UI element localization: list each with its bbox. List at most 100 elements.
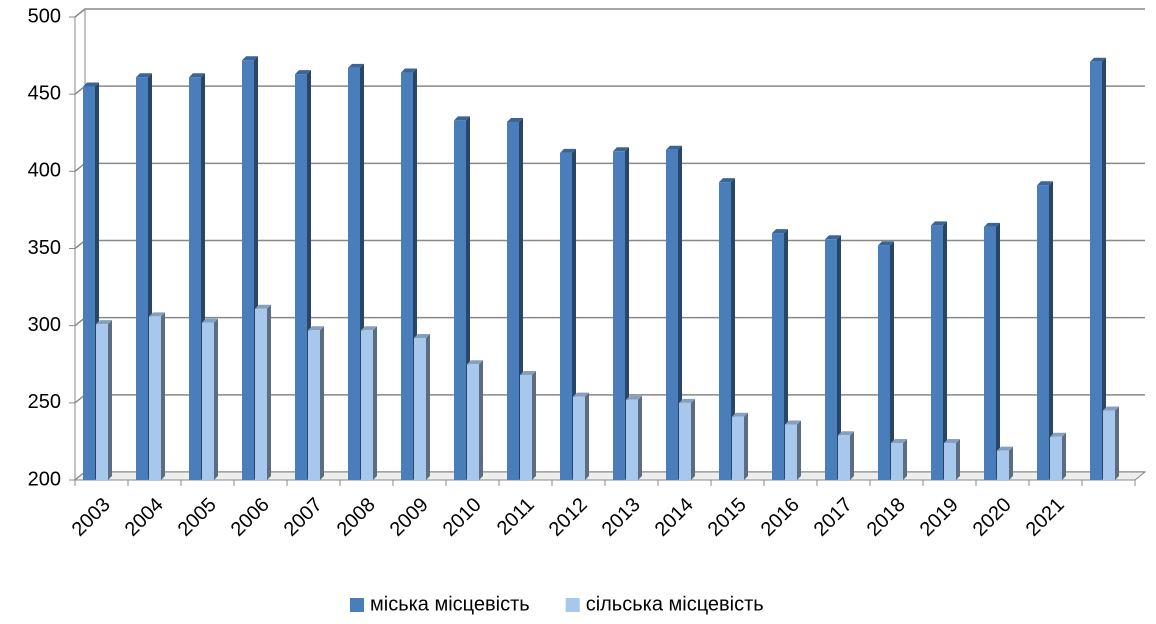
bar-top: [1103, 406, 1119, 411]
bar-side: [691, 398, 695, 480]
bar: [96, 324, 108, 480]
grid-line: [74, 8, 1145, 18]
bar-top: [96, 320, 112, 325]
bar: [838, 435, 850, 480]
x-tick-label: 2019: [916, 494, 963, 541]
y-tick-label: 200: [28, 468, 61, 490]
x-tick-label: 2006: [227, 494, 274, 541]
bar-side: [1102, 57, 1106, 481]
bar-side: [1115, 406, 1119, 480]
bar-top: [295, 70, 311, 75]
bar-top: [202, 318, 218, 323]
bar: [944, 442, 956, 480]
x-tick-label: 2010: [439, 494, 486, 541]
bar: [732, 416, 744, 480]
bar-side: [956, 438, 960, 480]
legend-swatch: [565, 598, 580, 612]
bar-side: [1049, 181, 1053, 480]
bar-top: [414, 334, 430, 339]
bar-top: [573, 392, 589, 397]
bar: [785, 424, 797, 480]
bar-side: [320, 326, 324, 480]
bar-side: [731, 178, 735, 481]
legend-label: сільська місцевість: [586, 593, 764, 615]
bar-side: [625, 147, 629, 480]
bar-side: [108, 320, 112, 480]
bar-top: [255, 304, 271, 309]
bar-top: [613, 147, 629, 152]
bar: [772, 233, 784, 480]
y-tick-label: 250: [28, 391, 61, 413]
bar-top: [997, 446, 1013, 451]
bar-top: [1050, 432, 1066, 437]
bar-top: [1090, 57, 1106, 62]
bar-top: [348, 63, 364, 68]
bar: [560, 152, 572, 480]
bar: [83, 86, 95, 480]
bar-top: [242, 56, 258, 61]
x-tick-label: 2013: [598, 494, 645, 541]
legend-label: міська місцевість: [370, 593, 530, 615]
bar-side: [678, 145, 682, 480]
bar: [507, 121, 519, 481]
bar-side: [850, 431, 854, 480]
x-tick-label: 2007: [280, 494, 327, 541]
bar-top: [772, 229, 788, 234]
bar-top: [507, 117, 523, 122]
y-tick-label: 300: [28, 314, 61, 336]
bar-top: [719, 178, 735, 183]
x-tick-label: 2016: [757, 494, 804, 541]
bar: [878, 245, 890, 480]
bar: [891, 442, 903, 480]
bar-side: [161, 312, 165, 480]
bar: [1050, 436, 1062, 480]
bar-top: [931, 221, 947, 226]
x-tick-label: 2015: [704, 494, 751, 541]
bar-top: [520, 371, 536, 376]
bar-top: [679, 398, 695, 403]
bar: [666, 149, 678, 480]
x-tick-label: 2020: [969, 494, 1016, 541]
bar: [626, 399, 638, 480]
bar-top: [838, 431, 854, 436]
bar: [189, 77, 201, 480]
bar-top: [361, 326, 377, 331]
bar-side: [996, 222, 1000, 481]
bar-top: [785, 420, 801, 425]
bar: [308, 330, 320, 480]
bar-side: [426, 334, 430, 480]
bar-side: [784, 229, 788, 480]
y-tick-label: 500: [28, 5, 61, 27]
bar: [1090, 61, 1102, 481]
bar: [202, 322, 214, 480]
grid-line: [74, 162, 1145, 172]
bar: [414, 338, 426, 480]
bar-side: [1009, 446, 1013, 480]
bar-top: [732, 412, 748, 417]
bar: [136, 77, 148, 480]
bar-side: [744, 412, 748, 480]
bar: [520, 375, 532, 480]
bar-side: [267, 304, 271, 480]
bar-side: [943, 221, 947, 480]
bar-top: [308, 326, 324, 331]
bar: [242, 60, 254, 481]
bar: [149, 316, 161, 480]
y-tick-label: 400: [28, 160, 61, 182]
x-tick-label: 2021: [1022, 494, 1069, 541]
x-tick-label: 2008: [333, 494, 380, 541]
bar-side: [214, 318, 218, 480]
bar-side: [797, 420, 801, 480]
x-tick-label: 2012: [545, 494, 592, 541]
bar: [984, 226, 996, 480]
bar-side: [585, 392, 589, 480]
x-tick-label: 2004: [121, 494, 168, 541]
bar: [1103, 410, 1115, 480]
y-tick-label: 350: [28, 237, 61, 259]
y-tick-label: 450: [28, 82, 61, 104]
bar-top: [189, 73, 205, 78]
bar-top: [666, 145, 682, 150]
bar-top: [467, 360, 483, 365]
x-tick-label: 2017: [810, 494, 857, 541]
